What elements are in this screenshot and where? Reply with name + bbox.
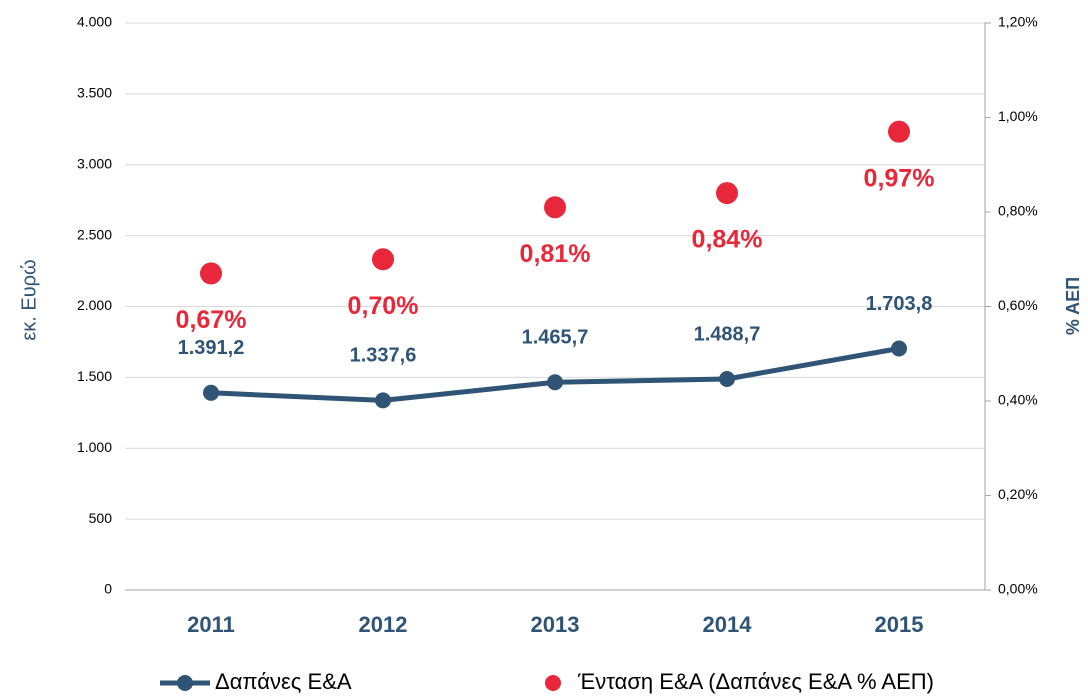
data-label: 0,97% (864, 164, 935, 192)
data-label: 1.488,7 (694, 323, 761, 345)
scatter-point (544, 196, 566, 219)
y-tick-label: 3.000 (77, 155, 112, 171)
y-tick-label: 2.500 (77, 226, 112, 242)
scatter-point (200, 262, 222, 285)
scatter-point (716, 182, 738, 205)
x-tick-label: 2014 (703, 612, 753, 637)
y2-tick-label: 0,60% (998, 297, 1038, 313)
data-label: 1.465,7 (522, 327, 589, 349)
line-marker (375, 392, 391, 409)
line-marker (547, 374, 563, 391)
line-marker (203, 384, 219, 401)
y2-tick-label: 0,00% (998, 581, 1038, 597)
legend-swatch (177, 675, 193, 691)
y2-tick-label: 0,20% (998, 486, 1038, 502)
y2-tick-label: 0,80% (998, 203, 1038, 219)
scatter-point (888, 120, 910, 143)
x-tick-label: 2015 (875, 612, 924, 637)
legend-label: Ένταση Ε&Α (Δαπάνες Ε&Α % ΑΕΠ) (577, 669, 934, 694)
data-label: 1.337,6 (350, 345, 417, 367)
y-tick-label: 3.500 (77, 85, 112, 101)
data-label: 0,84% (692, 226, 763, 254)
y-tick-label: 500 (89, 510, 113, 526)
y-tick-label: 1.000 (77, 439, 112, 455)
x-tick-label: 2011 (187, 612, 235, 637)
data-label: 1.703,8 (866, 293, 933, 315)
y-axis-title: εκ. Ευρώ (18, 259, 40, 340)
y-tick-label: 4.000 (77, 14, 112, 30)
data-label: 1.391,2 (178, 337, 245, 359)
y-tick-label: 0 (104, 581, 112, 597)
legend-label: Δαπάνες Ε&Α (215, 669, 352, 694)
x-tick-label: 2013 (531, 612, 580, 637)
y2-axis-title: % ΑΕΠ (1063, 277, 1083, 335)
data-label: 0,81% (520, 240, 591, 268)
y2-tick-label: 1,00% (998, 108, 1038, 124)
legend-swatch (545, 675, 561, 691)
y-tick-label: 1.500 (77, 368, 112, 384)
y-tick-label: 2.000 (77, 297, 112, 313)
x-tick-label: 2012 (359, 612, 408, 637)
data-label: 0,67% (176, 306, 247, 334)
data-label: 0,70% (348, 292, 419, 320)
line-marker (719, 370, 735, 387)
y2-tick-label: 1,20% (998, 14, 1038, 30)
line-marker (891, 340, 907, 357)
y2-tick-label: 0,40% (998, 392, 1038, 408)
scatter-point (372, 248, 394, 271)
